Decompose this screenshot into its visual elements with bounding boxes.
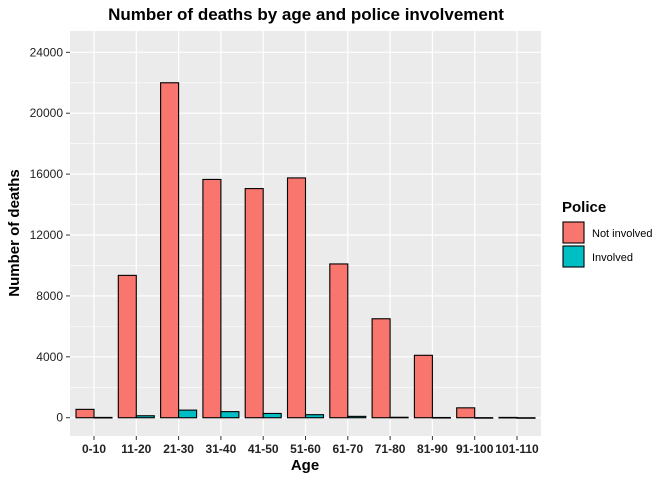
bars bbox=[75, 82, 536, 419]
x-tick-label: 101-110 bbox=[495, 442, 539, 456]
bar-not-involved-51-60 bbox=[286, 177, 307, 419]
bar-not-involved-101-110 bbox=[498, 416, 518, 419]
x-axis: 0-10 11-20 21-30 31-40 41-50 51-60 61-70 71-80 8… bbox=[82, 436, 539, 456]
bar-involved-31-40 bbox=[220, 411, 240, 419]
x-tick-label: 71-80 bbox=[375, 442, 406, 456]
bar-involved-71-80 bbox=[389, 416, 409, 419]
x-tick-label: 11-20 bbox=[121, 442, 151, 456]
legend-label: Involved bbox=[592, 252, 633, 264]
bar-involved-51-60 bbox=[304, 414, 325, 419]
bar-not-involved-71-80 bbox=[371, 318, 391, 419]
x-tick-label: 21-30 bbox=[163, 442, 194, 456]
y-axis: 0 4000 8000 12000 16000 20000 24000 bbox=[30, 45, 70, 425]
x-axis-title: Age bbox=[291, 457, 319, 474]
y-tick-label: 0 bbox=[56, 411, 63, 425]
legend-key-not-involved bbox=[562, 221, 585, 244]
bar-not-involved-81-90 bbox=[413, 354, 433, 419]
legend: Police Not involved Involved bbox=[562, 199, 653, 268]
y-axis-title: Number of deaths bbox=[6, 169, 23, 297]
x-tick-label: 0-10 bbox=[82, 442, 106, 456]
y-tick-label: 8000 bbox=[36, 289, 63, 303]
x-tick-label: 51-60 bbox=[290, 442, 321, 456]
y-tick-label: 24000 bbox=[30, 45, 64, 59]
bar-involved-81-90 bbox=[431, 416, 451, 419]
x-tick-label: 61-70 bbox=[332, 442, 363, 456]
bar-not-involved-0-10 bbox=[75, 408, 95, 419]
bar-involved-101-110 bbox=[516, 417, 536, 419]
x-tick-label: 41-50 bbox=[248, 442, 279, 456]
bar-involved-11-20 bbox=[135, 415, 155, 419]
bar-involved-0-10 bbox=[93, 416, 113, 419]
bar-involved-21-30 bbox=[178, 409, 198, 419]
bar-not-involved-41-50 bbox=[244, 188, 264, 419]
legend-label: Not involved bbox=[592, 228, 653, 240]
y-tick-label: 20000 bbox=[30, 106, 64, 120]
y-tick-label: 12000 bbox=[30, 228, 64, 242]
bar-not-involved-11-20 bbox=[117, 274, 137, 419]
y-tick-label: 4000 bbox=[36, 350, 63, 364]
bar-not-involved-61-70 bbox=[329, 263, 349, 419]
bar-not-involved-31-40 bbox=[202, 178, 222, 419]
y-tick-label: 16000 bbox=[30, 167, 64, 181]
x-tick-label: 31-40 bbox=[206, 442, 237, 456]
x-tick-label: 91-100 bbox=[456, 442, 494, 456]
chart-title: Number of deaths by age and police invol… bbox=[108, 5, 504, 24]
bar-not-involved-91-100 bbox=[456, 407, 476, 419]
legend-key-involved bbox=[562, 245, 585, 268]
bar-involved-41-50 bbox=[262, 412, 282, 419]
x-tick-label: 81-90 bbox=[417, 442, 448, 456]
bar-involved-91-100 bbox=[474, 417, 494, 419]
legend-title: Police bbox=[562, 199, 606, 216]
bar-not-involved-21-30 bbox=[160, 82, 180, 419]
bar-involved-61-70 bbox=[347, 415, 367, 419]
